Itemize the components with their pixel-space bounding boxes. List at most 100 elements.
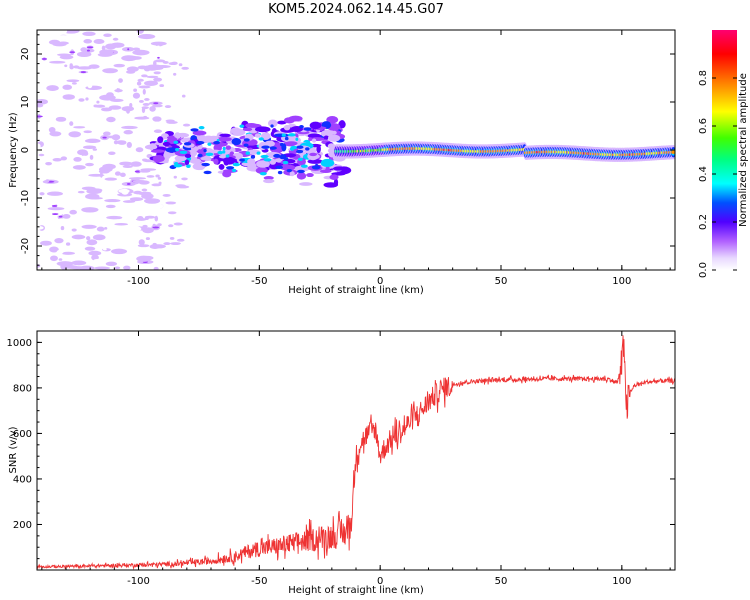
spectrogram-blob	[40, 240, 52, 246]
spectrogram-blob	[100, 107, 113, 112]
spectrogram-blob	[153, 266, 159, 270]
spectrogram-blob	[152, 155, 165, 163]
spectrogram-blob	[296, 145, 304, 149]
spectrogram-blob	[106, 155, 114, 160]
spectrogram-blob	[165, 147, 178, 153]
spectrogram-blob	[173, 222, 183, 226]
spectrogram-blob	[141, 74, 148, 78]
spectrogram-blob	[42, 80, 55, 87]
spectrogram-blob	[86, 239, 98, 246]
spectrogram-y-tick-label: -10	[20, 190, 31, 206]
spectrogram-blob	[84, 138, 101, 144]
spectrogram-blob	[132, 180, 148, 183]
spectrogram-blob	[99, 172, 103, 178]
spectrogram-blob	[132, 49, 150, 56]
spectrogram-blob	[285, 141, 298, 146]
spectrogram-blob	[156, 45, 160, 52]
spectrogram-x-tick-label: 0	[377, 276, 383, 287]
spectrogram-blob	[169, 236, 175, 240]
spectrogram-blob	[329, 174, 339, 180]
spectrogram-blob	[132, 47, 141, 51]
spectrogram-blob	[296, 149, 304, 154]
spectrogram-blob	[277, 170, 283, 175]
spectrogram-blob	[38, 153, 45, 157]
spectrogram-blob	[287, 133, 296, 137]
spectrogram-blob	[54, 35, 72, 40]
spectrogram-blob	[263, 176, 274, 180]
spectrogram-blob	[174, 132, 181, 139]
snr-x-tick-label: -50	[251, 576, 267, 587]
spectrogram-blob	[279, 142, 284, 147]
spectrogram-blob	[113, 63, 126, 68]
spectrogram-blob	[113, 249, 126, 254]
spectrogram-blob	[267, 119, 278, 128]
spectrogram-blob	[49, 246, 59, 253]
spectrogram-blob	[62, 94, 75, 100]
spectrogram-blob	[152, 104, 163, 108]
snr-x-axis-title: Height of straight line (km)	[288, 585, 424, 596]
spectrogram-blob	[144, 144, 158, 150]
spectrogram-blob	[144, 98, 150, 101]
spectrogram-blob	[61, 93, 65, 96]
spectrogram-blob	[114, 266, 121, 270]
spectrogram-blob	[178, 184, 184, 188]
spectrogram-blob	[154, 215, 159, 222]
spectrogram-blob	[49, 60, 66, 64]
spectrogram-blob	[73, 126, 86, 129]
spectrogram-blob	[73, 157, 82, 162]
spectrogram-blob	[256, 151, 261, 155]
spectrogram-blob	[119, 161, 133, 166]
snr-x-tick-label: 50	[495, 576, 508, 587]
spectrogram-blob	[173, 175, 177, 179]
colorbar-tick-label: 0.0	[698, 262, 709, 278]
spectrogram-blob	[225, 166, 235, 170]
spectrogram-blob	[207, 142, 212, 146]
spectrogram-blob	[270, 146, 275, 150]
spectrogram-blob	[135, 217, 147, 221]
colorbar-tick-label: 0.4	[698, 166, 709, 182]
spectrogram-blob	[102, 247, 107, 251]
spectrogram-blob	[71, 234, 86, 240]
spectrogram-blob	[276, 120, 287, 125]
spectrogram-blob	[104, 177, 118, 181]
spectrogram-blob	[106, 215, 122, 220]
colorbar-tick-label: 0.6	[698, 118, 709, 134]
spectrogram-blob	[80, 71, 86, 74]
spectrogram-blob	[137, 244, 150, 248]
spectrogram-blob	[174, 161, 179, 166]
spectrogram-blob	[48, 141, 52, 148]
spectrogram-blob	[128, 150, 135, 155]
spectrogram-blob	[192, 130, 207, 136]
spectrogram-blob	[245, 123, 258, 128]
spectrogram-blob	[66, 79, 80, 83]
colorbar: 0.0 0.2 0.4 0.6 0.8 Normalized spectral ampl…	[698, 30, 749, 278]
spectrogram-blob	[57, 218, 68, 223]
spectrogram-blob	[46, 85, 59, 92]
spectrogram-blob	[143, 80, 159, 86]
spectrogram-blob	[252, 163, 257, 170]
snr-y-tick-label: 200	[13, 520, 32, 531]
spectrogram-blob	[142, 227, 154, 234]
spectrogram-blob	[327, 143, 336, 149]
spectrogram-blob	[92, 148, 98, 151]
spectrogram-blob	[81, 186, 96, 191]
spectrogram-blob	[281, 133, 286, 137]
spectrogram-blob	[243, 138, 250, 142]
spectrogram-blob	[264, 140, 275, 147]
spectrogram-x-tick-label: -50	[251, 276, 267, 287]
spectrogram-blob	[198, 126, 205, 130]
spectrogram-blob	[225, 145, 232, 150]
spectrogram-blob	[168, 224, 174, 228]
spectrogram-blob	[58, 258, 63, 261]
spectrogram-blob	[260, 154, 269, 159]
spectrogram-blob	[104, 227, 108, 230]
spectrogram-blob	[37, 264, 41, 268]
spectrogram-blob	[104, 199, 121, 203]
spectrogram-blob	[154, 59, 166, 63]
spectrogram-blob	[171, 61, 178, 65]
spectrogram-blob	[306, 173, 314, 178]
snr-ticks: -100 -50 0 50 100 200 400 600 800 1000	[7, 330, 675, 587]
spectrogram-blob	[339, 120, 345, 125]
spectrogram-blob	[230, 127, 241, 135]
spectrogram-blob	[222, 170, 232, 178]
